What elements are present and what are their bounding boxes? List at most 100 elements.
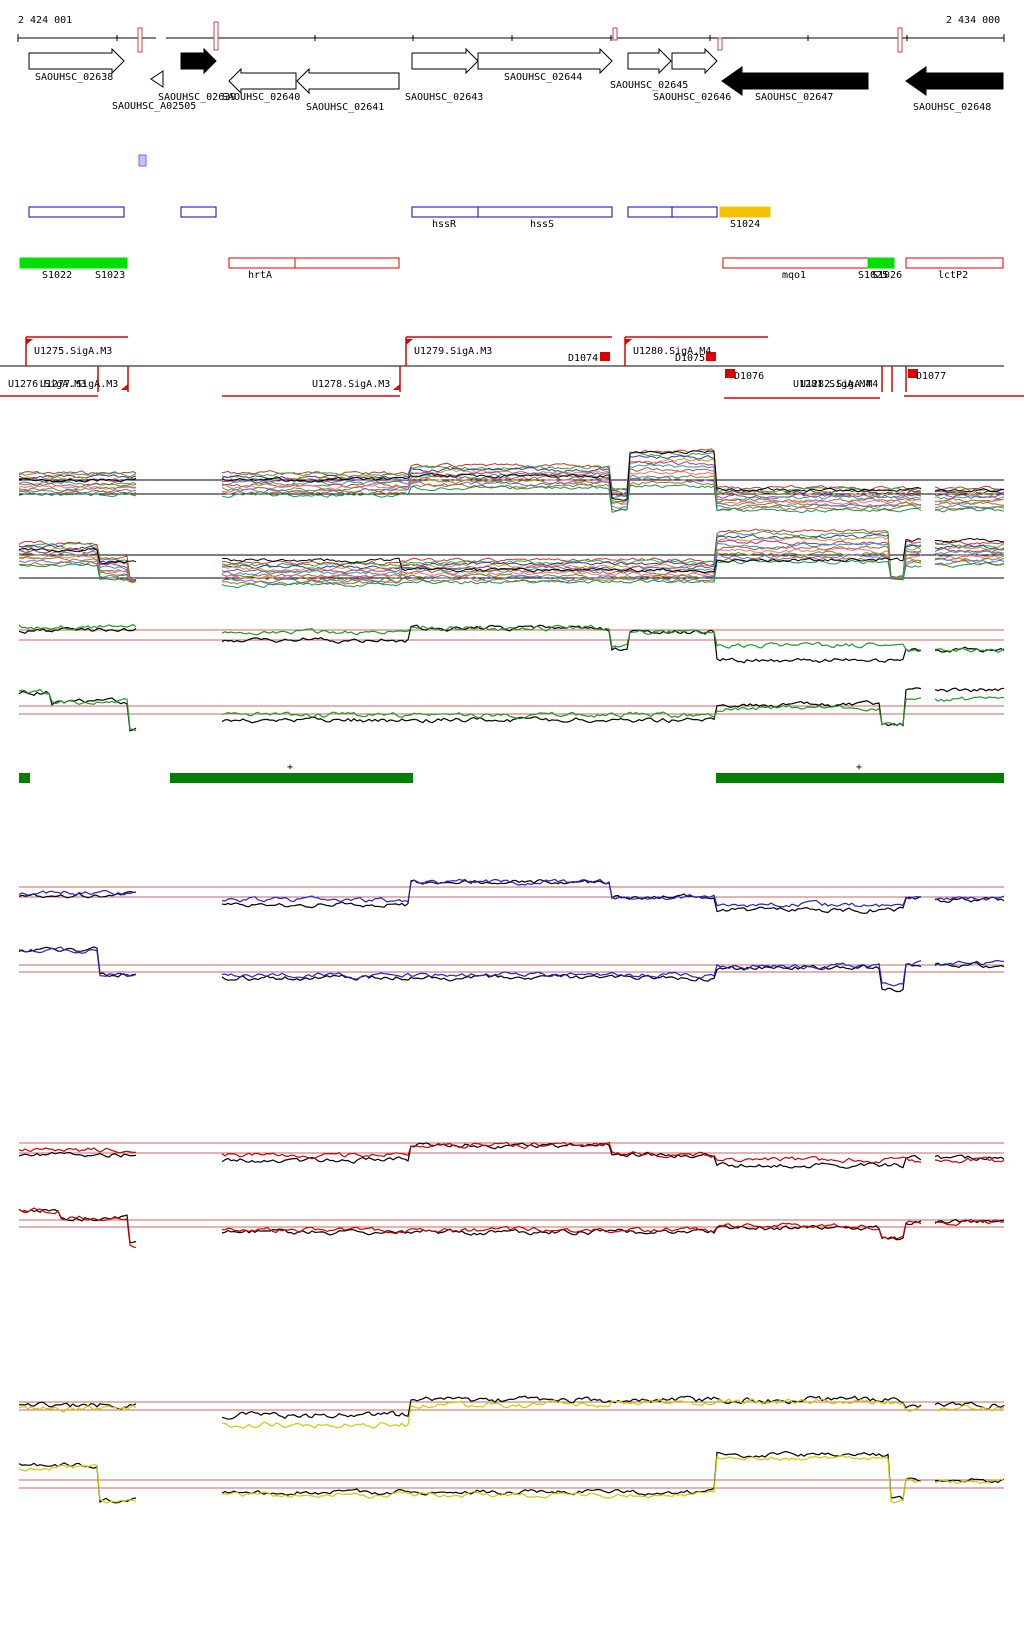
expression-line [221, 530, 922, 579]
operon-box[interactable] [627, 206, 673, 218]
expression-line [934, 506, 1005, 513]
expression-line [18, 1207, 137, 1249]
gene-arrow[interactable] [150, 70, 164, 88]
promoter-flag[interactable] [121, 384, 128, 390]
terminator-block[interactable] [706, 352, 716, 361]
condition-segment[interactable] [170, 773, 413, 783]
expression-line [221, 484, 922, 514]
operon-box[interactable] [477, 206, 613, 218]
expression-line [18, 481, 137, 486]
operon-box[interactable] [411, 206, 479, 218]
expression-line [18, 688, 137, 732]
expression-line [221, 476, 922, 510]
gene-arrow[interactable] [671, 47, 718, 75]
expression-line [18, 1464, 137, 1504]
operon-box[interactable] [28, 206, 125, 218]
expression-line [221, 480, 922, 512]
regulon-box[interactable] [905, 257, 1004, 269]
expression-line [221, 624, 922, 653]
gene-arrow[interactable] [228, 67, 297, 95]
expression-line [221, 550, 922, 583]
gene-label: SAOUHSC_02641 [306, 102, 384, 113]
expression-line [18, 492, 137, 498]
regulon-label: hrtA [248, 270, 272, 281]
gene-track [28, 47, 1004, 96]
expression-line [221, 878, 922, 914]
operon-label: S1024 [730, 219, 760, 230]
promoter-label: U1279.SigA.M3 [414, 346, 492, 357]
gene-label: SAOUHSC_02644 [504, 72, 582, 83]
operon-box[interactable] [719, 206, 771, 218]
expression-line [221, 878, 922, 908]
expression-line [221, 450, 922, 501]
start-coordinate: 2 424 001 [18, 15, 72, 26]
expression-line [221, 1450, 922, 1501]
regulon-box[interactable] [867, 257, 895, 269]
promoter-label: U1280.SigA.M4 [633, 346, 711, 357]
operon-box[interactable] [671, 206, 718, 218]
gene-label: SAOUHSC_02639 [158, 92, 236, 103]
expression-line [934, 1218, 1005, 1224]
gene-arrow[interactable] [905, 66, 1004, 96]
expression-line [935, 537, 1004, 543]
condition-segment[interactable] [716, 773, 1004, 783]
expression-line [934, 646, 1005, 653]
regulon-label: S1025 [858, 270, 888, 281]
condition-segment[interactable] [19, 773, 30, 783]
axis-marker [717, 37, 723, 51]
gene-arrow[interactable] [477, 47, 613, 75]
expression-line [221, 962, 922, 993]
expression-line [18, 540, 137, 580]
gene-arrow[interactable] [28, 47, 125, 75]
terminator-block[interactable] [725, 369, 735, 378]
expression-line [221, 464, 922, 501]
gene-arrow[interactable] [296, 67, 400, 95]
promoter-label: U1278.SigA.M3 [312, 379, 390, 390]
gene-arrow[interactable] [627, 47, 672, 75]
operon-label: hssR [432, 219, 457, 230]
terminator-block[interactable] [908, 369, 918, 378]
expression-line [18, 563, 137, 583]
gene-arrow[interactable] [721, 66, 869, 96]
expression-line [934, 959, 1005, 967]
gene-arrow[interactable] [411, 47, 479, 75]
gene-label: SAOUHSC_02645 [610, 80, 688, 91]
promoter-flag[interactable] [393, 384, 400, 390]
promoter-flag[interactable] [26, 339, 33, 345]
gene-label: SAOUHSC_02643 [405, 92, 483, 103]
gene-label: SAOUHSC_02646 [653, 92, 731, 103]
regulon-box[interactable] [19, 257, 128, 269]
regulon-box[interactable] [294, 257, 400, 269]
expression-line [221, 545, 922, 579]
promoter-flag[interactable] [625, 339, 632, 345]
terminator-block[interactable] [600, 352, 610, 361]
regulon-label: S1023 [95, 270, 125, 281]
end-coordinate: 2 434 000 [946, 15, 1000, 26]
expression-line [934, 498, 1005, 505]
expression-line [221, 466, 922, 503]
coordinate-axis: 2 424 001 2 434 000 [17, 15, 1005, 53]
expression-line [221, 538, 922, 574]
axis-marker [612, 27, 618, 41]
regulon-label: S1026 [872, 270, 902, 281]
expression-line [934, 1478, 1005, 1485]
expression-line [18, 1462, 137, 1504]
gene-label: SAOUHSC_A02505 [112, 101, 196, 112]
expression-line [934, 696, 1005, 702]
expression-line [221, 624, 921, 664]
regulon-label: S1022 [42, 270, 72, 281]
operon-track [28, 206, 771, 218]
promoter-flag[interactable] [406, 339, 413, 345]
expression-line [221, 1141, 922, 1164]
expression-line [221, 547, 922, 580]
regulon-box[interactable] [228, 257, 296, 269]
regulon-box[interactable] [722, 257, 869, 269]
gene-arrow[interactable] [180, 47, 217, 75]
axis-marker [137, 27, 143, 53]
expression-line [934, 544, 1005, 550]
promoter-label: U1275.SigA.M3 [34, 346, 112, 357]
expression-line [18, 547, 137, 565]
expression-line [18, 1404, 137, 1413]
operon-box[interactable] [180, 206, 217, 218]
